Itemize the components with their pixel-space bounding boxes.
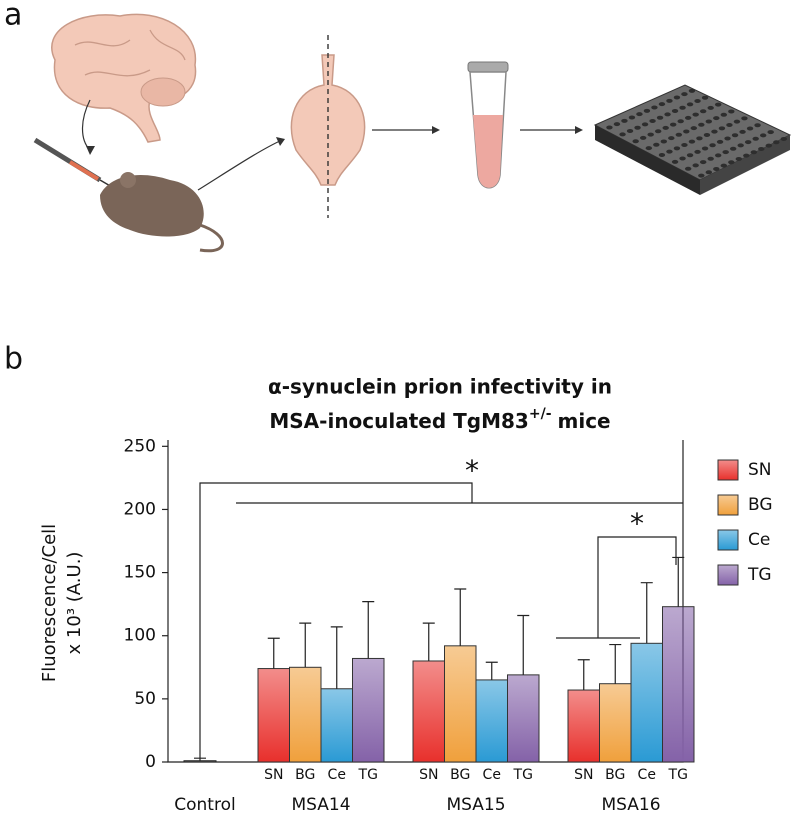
legend-label: Ce <box>748 530 770 550</box>
panel-label: a <box>4 0 22 33</box>
significance-star: * <box>465 454 479 487</box>
chart-title: MSA-inoculated TgM83+/- mice <box>269 406 610 433</box>
bar <box>599 683 632 763</box>
error-bar <box>454 588 467 646</box>
error-bar <box>299 622 312 668</box>
y-axis-label: x 10³ (A.U.) <box>64 552 85 655</box>
error-bar <box>194 757 206 761</box>
bar <box>630 642 663 763</box>
x-category-label: Control <box>174 795 235 813</box>
title-part: MSA-inoculated TgM83 <box>269 409 528 433</box>
legend-label: SN <box>748 460 772 480</box>
x-subcategory-label: Ce <box>638 767 656 783</box>
bar <box>257 668 290 763</box>
x-category-label: MSA15 <box>446 795 505 813</box>
y-tick-label: 100 <box>124 626 156 646</box>
x-subcategory-label: SN <box>264 767 283 783</box>
y-tick-label: 50 <box>134 689 156 709</box>
chart: α-synuclein prion infectivity in MSA-ino… <box>39 375 683 758</box>
y-tick-label: 150 <box>124 563 156 583</box>
legend-swatch <box>717 459 739 481</box>
chart-title: α-synuclein prion infectivity in <box>268 375 612 399</box>
error-bar <box>517 614 530 675</box>
x-subcategory-label: Ce <box>328 767 346 783</box>
x-subcategory-label: TG <box>513 767 533 783</box>
x-subcategory-label: BG <box>605 767 625 783</box>
legend-swatch <box>717 564 739 586</box>
significance-bracket <box>199 482 683 758</box>
x-category-label: MSA14 <box>291 795 350 813</box>
error-bar <box>672 556 685 607</box>
error-bar <box>577 659 590 691</box>
x-subcategory-label: TG <box>668 767 688 783</box>
legend-label: BG <box>748 495 773 515</box>
error-bar <box>330 626 343 689</box>
title-superscript: +/- <box>529 406 552 422</box>
x-subcategory-label: SN <box>419 767 438 783</box>
x-subcategory-label: BG <box>295 767 315 783</box>
error-bar <box>609 643 622 684</box>
y-axis-label: Fluorescence/Cell <box>39 524 60 682</box>
error-bar <box>485 661 498 680</box>
bar <box>662 606 695 763</box>
bar <box>320 688 353 763</box>
workflow-illustration <box>33 13 792 253</box>
bar <box>352 657 385 763</box>
error-bar <box>640 582 653 644</box>
bar <box>567 689 600 763</box>
legend-swatch <box>717 529 739 551</box>
significance-star: * <box>630 507 644 540</box>
x-subcategory-label: Ce <box>483 767 501 783</box>
x-category-label: MSA16 <box>601 795 660 813</box>
bar <box>507 674 540 763</box>
x-subcategory-label: TG <box>358 767 378 783</box>
legend-label: TG <box>747 565 772 585</box>
x-subcategory-label: SN <box>574 767 593 783</box>
y-tick-label: 250 <box>124 436 156 456</box>
legend-swatch <box>717 494 739 516</box>
bar <box>183 760 217 763</box>
title-part: mice <box>558 409 611 433</box>
bar <box>475 679 508 763</box>
bar <box>289 666 322 763</box>
y-tick-label: 200 <box>124 499 156 519</box>
x-subcategory-label: BG <box>450 767 470 783</box>
bar <box>444 645 477 763</box>
error-bar <box>422 622 435 661</box>
bar <box>412 660 445 763</box>
error-bar <box>267 637 280 669</box>
y-tick-label: 0 <box>145 752 156 772</box>
panel-label: b <box>4 342 23 377</box>
error-bar <box>362 601 375 659</box>
